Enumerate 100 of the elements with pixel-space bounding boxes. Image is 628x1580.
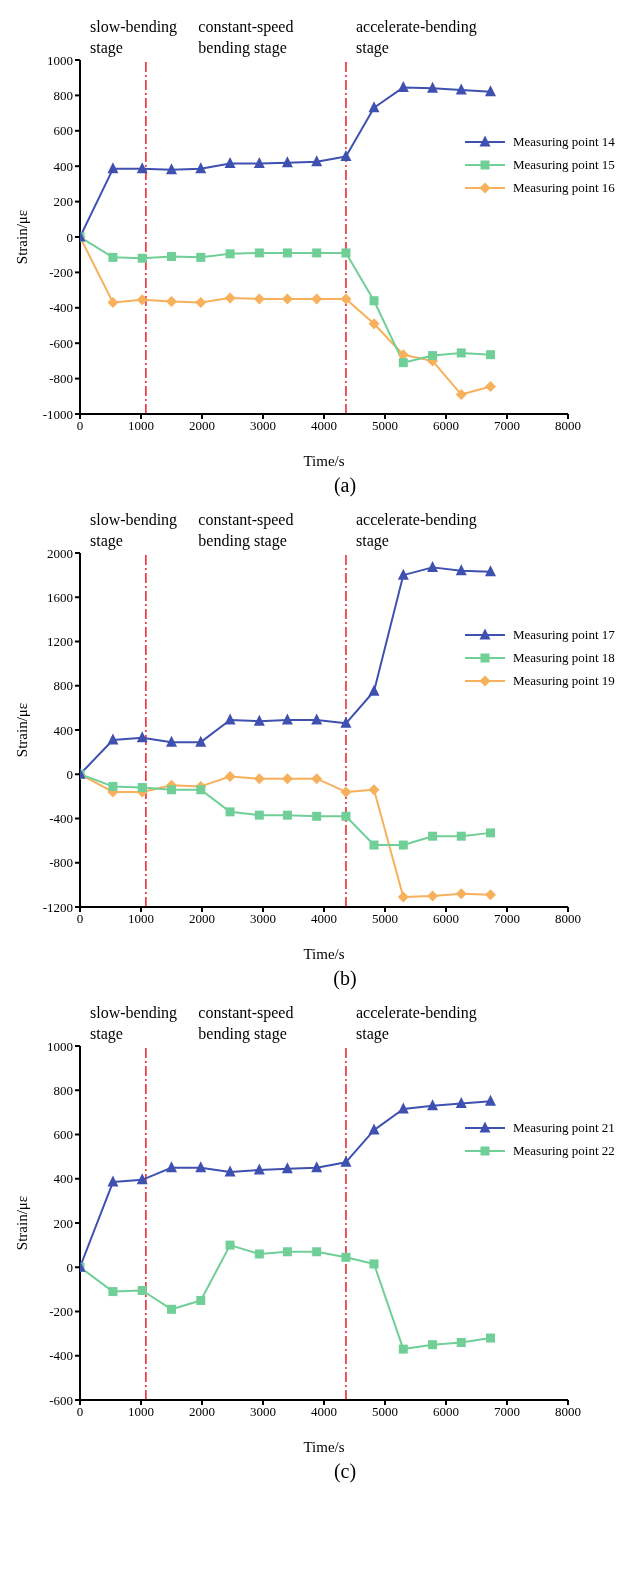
y-tick-label: 2000 — [47, 545, 73, 561]
y-tick-label: 600 — [53, 123, 73, 139]
point — [427, 890, 439, 902]
x-tick-label: 8000 — [555, 1404, 581, 1420]
point — [485, 381, 497, 393]
point — [166, 735, 177, 747]
point — [108, 252, 118, 262]
point — [136, 1173, 148, 1185]
point — [196, 252, 206, 262]
point — [254, 248, 264, 258]
point — [368, 101, 380, 113]
text: (a) — [332, 474, 358, 497]
point — [166, 1161, 177, 1173]
legend-label: Measuring point 15 — [513, 156, 615, 173]
x-tick-label: 3000 — [250, 911, 276, 927]
legend-label: Measuring point 14 — [513, 133, 615, 150]
y-tick-label: 400 — [53, 158, 73, 174]
point — [341, 811, 351, 821]
y-tick-label: -400 — [49, 300, 73, 316]
y-tick-label: 0 — [66, 1259, 73, 1275]
text: (b) — [332, 967, 358, 990]
point — [485, 85, 497, 97]
x-axis-title: Time/s — [303, 946, 345, 962]
text: accelerate-bending stage — [355, 510, 477, 551]
point — [485, 565, 497, 577]
point — [455, 389, 467, 401]
point — [311, 773, 323, 785]
point — [312, 1247, 322, 1257]
point — [282, 248, 292, 258]
point — [167, 785, 176, 795]
point — [107, 296, 119, 308]
point — [107, 733, 119, 745]
y-tick-label: 600 — [53, 1127, 73, 1143]
point — [225, 1240, 235, 1250]
point — [456, 831, 466, 841]
point — [281, 713, 293, 725]
text: (c) — [332, 1460, 358, 1483]
y-axis-title: Strain/με — [14, 702, 31, 758]
point — [456, 348, 466, 358]
x-tick-label: 4000 — [311, 418, 337, 434]
point — [167, 1304, 176, 1314]
point — [341, 248, 351, 258]
point — [455, 1097, 467, 1109]
legend-label: Measuring point 19 — [513, 672, 615, 689]
point — [428, 1340, 438, 1350]
x-tick-label: 3000 — [250, 418, 276, 434]
text: accelerate-bending stage — [355, 1003, 477, 1044]
point — [167, 251, 176, 261]
point — [253, 157, 265, 169]
point — [108, 1287, 118, 1297]
point — [166, 163, 177, 175]
x-tick-label: 6000 — [433, 1404, 459, 1420]
point — [225, 807, 235, 817]
y-tick-label: 400 — [53, 1171, 73, 1187]
point — [195, 1161, 207, 1173]
text: accelerate-bending stage — [355, 17, 477, 58]
x-tick-label: 1000 — [128, 911, 154, 927]
y-tick-label: -400 — [49, 1348, 73, 1364]
point — [369, 840, 379, 850]
x-tick-label: 8000 — [555, 911, 581, 927]
point — [224, 1165, 236, 1177]
point — [196, 785, 206, 795]
x-tick-label: 6000 — [433, 418, 459, 434]
x-tick-label: 7000 — [494, 911, 520, 927]
y-tick-label: 800 — [53, 678, 73, 694]
point — [312, 811, 322, 821]
point — [281, 156, 293, 168]
x-tick-label: 3000 — [250, 1404, 276, 1420]
point — [369, 296, 379, 306]
point — [196, 1295, 206, 1305]
point — [136, 162, 148, 174]
point — [427, 1099, 439, 1111]
y-tick-label: -600 — [49, 335, 73, 351]
point — [137, 1285, 147, 1295]
y-tick-label: -1000 — [42, 406, 73, 422]
x-tick-label: 4000 — [311, 1404, 337, 1420]
point — [137, 783, 147, 793]
point — [427, 81, 439, 93]
point — [254, 1249, 264, 1259]
legend-label: Measuring point 22 — [513, 1142, 615, 1159]
point — [398, 1344, 408, 1354]
text: constant-speed bending stage — [198, 1003, 294, 1044]
point — [485, 889, 497, 901]
x-tick-label: 5000 — [372, 418, 398, 434]
point — [137, 253, 147, 263]
x-tick-label: 2000 — [189, 418, 215, 434]
point — [455, 83, 467, 95]
x-tick-label: 0 — [76, 418, 84, 434]
point — [456, 1337, 466, 1347]
y-tick-label: 0 — [66, 229, 73, 245]
point — [195, 735, 207, 747]
point — [397, 1102, 409, 1114]
y-tick-label: 800 — [53, 1082, 73, 1098]
point — [398, 358, 408, 368]
x-tick-label: 2000 — [189, 911, 215, 927]
y-tick-label: 200 — [53, 1215, 73, 1231]
x-tick-label: 7000 — [494, 418, 520, 434]
point — [311, 1161, 323, 1173]
y-tick-label: -800 — [49, 371, 73, 387]
point — [224, 292, 236, 304]
